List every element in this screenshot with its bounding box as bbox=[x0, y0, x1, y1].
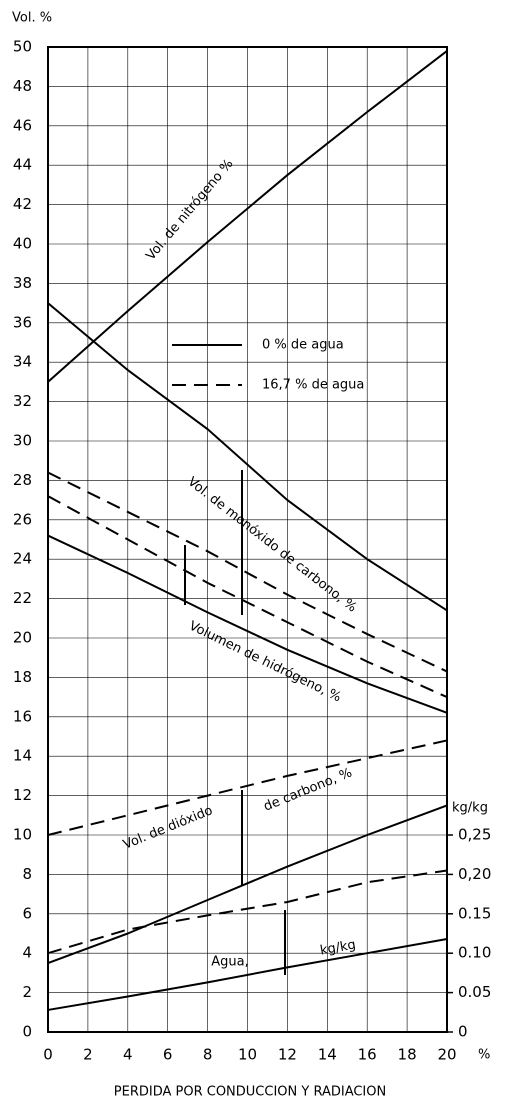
y-tick-label: 40 bbox=[13, 235, 32, 253]
y-tick-label: 4 bbox=[22, 944, 32, 962]
y-tick-label: 46 bbox=[13, 116, 32, 134]
plot-frame bbox=[47, 46, 448, 1033]
y2-tick-label: 0.10 bbox=[458, 944, 491, 962]
y2-tick-label: 0 bbox=[458, 1023, 468, 1041]
y-tick-label: 26 bbox=[13, 510, 32, 528]
x-tick-label: 16 bbox=[358, 1046, 377, 1064]
x-tick-label: 6 bbox=[163, 1046, 173, 1064]
y-tick-label: 38 bbox=[13, 274, 32, 292]
y-tick-label: 32 bbox=[13, 392, 32, 410]
y-tick-label: 8 bbox=[22, 865, 32, 883]
y-tick-label: 0 bbox=[22, 1023, 32, 1041]
y-tick-label: 24 bbox=[13, 550, 32, 568]
y-tick-label: 20 bbox=[13, 629, 32, 647]
y-tick-label: 18 bbox=[13, 668, 32, 686]
x-tick-label: 12 bbox=[278, 1046, 297, 1064]
annotation: Vol. de nitrógeno % bbox=[143, 157, 236, 264]
y2-tick-label: 0.05 bbox=[458, 983, 491, 1001]
y-tick-label: 28 bbox=[13, 471, 32, 489]
series-line bbox=[47, 495, 448, 699]
x-tick-label: 14 bbox=[318, 1046, 337, 1064]
series-line bbox=[47, 938, 448, 1011]
x-unit: % bbox=[478, 1048, 490, 1063]
y-axis-label: Vol. % bbox=[12, 11, 52, 26]
y-tick-label: 2 bbox=[22, 983, 32, 1001]
x-tick-label: 2 bbox=[83, 1046, 93, 1064]
y2-tick-label: 0,20 bbox=[458, 865, 491, 883]
y-tick-label: 12 bbox=[13, 786, 32, 804]
series-line bbox=[47, 50, 448, 383]
x-tick-label: 20 bbox=[437, 1046, 456, 1064]
series-line bbox=[47, 804, 448, 964]
x-tick-label: 4 bbox=[123, 1046, 133, 1064]
y-tick-label: 22 bbox=[13, 589, 32, 607]
legend-label: 16,7 % de agua bbox=[262, 378, 364, 393]
y-tick-label: 34 bbox=[13, 353, 32, 371]
series-line bbox=[47, 302, 448, 612]
y2-axis-label: kg/kg bbox=[452, 801, 488, 816]
x-tick-label: 10 bbox=[238, 1046, 257, 1064]
annotation: Volumen de hidrógeno, % bbox=[187, 619, 344, 706]
y-tick-label: 14 bbox=[13, 747, 32, 765]
y-tick-label: 48 bbox=[13, 77, 32, 95]
series-line bbox=[47, 471, 448, 673]
series-line bbox=[47, 869, 448, 955]
y-tick-label: 42 bbox=[13, 195, 32, 213]
annotation: Vol. de dióxido bbox=[121, 803, 215, 853]
y-tick-label: 10 bbox=[13, 826, 32, 844]
x-axis-label: PERDIDA POR CONDUCCION Y RADIACION bbox=[114, 1085, 386, 1100]
x-tick-label: 18 bbox=[398, 1046, 417, 1064]
legend-label: 0 % de agua bbox=[262, 338, 344, 353]
series-line bbox=[47, 739, 448, 836]
y-tick-label: 30 bbox=[13, 432, 32, 450]
y-tick-label: 44 bbox=[13, 156, 32, 174]
x-tick-label: 0 bbox=[43, 1046, 53, 1064]
y-tick-label: 36 bbox=[13, 313, 32, 331]
annotation: Vol. de monóxido de carbono, % bbox=[185, 474, 360, 615]
arrows bbox=[184, 470, 286, 975]
y-tick-label: 50 bbox=[13, 38, 32, 56]
y2-tick-label: 0.15 bbox=[458, 904, 491, 922]
x-tick-label: 8 bbox=[203, 1046, 213, 1064]
annotation: Agua, bbox=[211, 955, 248, 970]
annotation: kg/kg bbox=[319, 937, 357, 958]
series-line bbox=[47, 534, 448, 714]
y-tick-label: 16 bbox=[13, 707, 32, 725]
annotation: de carbono, % bbox=[262, 765, 355, 814]
y2-tick-label: 0,25 bbox=[458, 826, 491, 844]
y-tick-label: 6 bbox=[22, 904, 32, 922]
